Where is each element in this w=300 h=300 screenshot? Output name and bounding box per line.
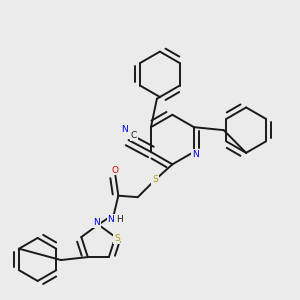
Text: C: C: [131, 131, 137, 140]
Text: H: H: [116, 215, 123, 224]
Text: S: S: [114, 234, 120, 243]
Text: N: N: [121, 125, 128, 134]
Text: S: S: [152, 176, 158, 184]
Text: N: N: [93, 218, 100, 227]
Text: N: N: [107, 215, 114, 224]
Text: N: N: [192, 150, 199, 159]
Text: O: O: [112, 166, 119, 175]
